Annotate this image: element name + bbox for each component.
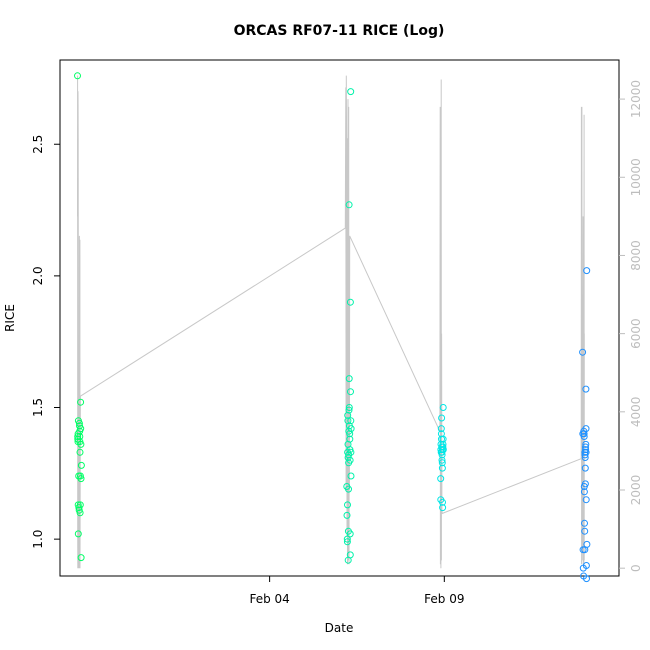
data-point [581,454,589,461]
data-point [437,425,445,433]
data-point [347,388,354,396]
data-point [76,448,84,456]
data-point [582,385,590,393]
y2-tick-label: 8000 [629,240,643,271]
y-tick-label: 2.5 [31,135,45,154]
data-point [438,459,446,467]
data-point [347,88,355,96]
data-point [438,464,446,472]
data-point [346,298,354,306]
data-point [582,446,590,454]
data-point [437,475,445,483]
data-point [345,201,353,209]
data-point [345,485,352,493]
data-point [347,425,355,433]
data-point [74,530,82,538]
data-point [346,530,354,538]
y2-tick-label: 10000 [629,158,643,196]
data-point [579,348,587,356]
data-point [345,406,353,414]
data-point [438,456,446,464]
data-point [74,72,81,80]
y2-tick-label: 0 [629,564,643,572]
data-point [344,501,351,509]
data-point [76,433,84,440]
x-axis-label: Date [325,621,354,635]
data-point [582,440,590,448]
data-point [346,551,354,559]
data-point [76,509,84,517]
data-point [77,475,85,483]
y-axis: 1.0 1.5 2.0 2.5 [31,135,60,549]
data-point [343,538,351,546]
data-point [439,443,447,451]
data-point [74,501,82,509]
data-point [77,425,85,433]
data-point [581,464,589,472]
data-point [347,448,355,456]
data-point [439,498,446,506]
data-point [347,472,355,480]
x-tick-label: Feb 09 [424,592,464,606]
data-point [438,414,446,422]
data-point [345,404,353,411]
data-point [343,535,351,543]
data-point [582,425,590,433]
data-point [583,540,591,548]
y-axis-label: RICE [3,304,17,332]
y-tick-label: 2.0 [31,266,45,285]
data-point [346,435,354,443]
data-point [76,501,84,509]
data-point [77,440,85,448]
y2-tick-label: 6000 [629,318,643,349]
data-point [347,417,355,425]
y2-tick-label: 2000 [629,475,643,506]
y2-axis: 0 2000 4000 6000 8000 10000 12000 [619,80,643,572]
data-point [582,496,590,504]
data-point [77,461,85,469]
data-point [439,435,447,443]
data-point [582,448,590,456]
chart-title: ORCAS RF07-11 RICE (Log) [234,23,445,39]
y-tick-label: 1.0 [31,530,45,549]
data-point [76,472,84,480]
y2-tick-label: 4000 [629,397,643,428]
plot-box [59,59,620,577]
data-point [77,554,85,562]
data-point [580,433,588,440]
x-axis: Feb 04 Feb 09 [249,576,464,606]
data-point [581,519,588,527]
data-point [581,527,589,535]
secondary-line-layer [77,75,585,569]
x-tick-label: Feb 04 [249,592,289,606]
data-point [343,511,351,519]
data-point [439,446,447,454]
secondary-series-line [77,75,585,569]
data-point [439,404,447,411]
data-point [583,267,591,275]
data-point [581,480,589,488]
data-point [438,451,446,459]
points-layer [74,72,591,583]
data-point [345,375,353,383]
y-tick-label: 1.5 [31,398,45,417]
y2-tick-label: 12000 [629,80,643,118]
data-point [582,443,589,451]
data-point [582,562,590,569]
data-point [346,456,354,464]
data-point [346,430,354,438]
data-point [439,504,447,512]
data-point [77,398,85,406]
data-point [583,575,590,583]
data-point [580,488,588,496]
data-point [439,440,447,448]
